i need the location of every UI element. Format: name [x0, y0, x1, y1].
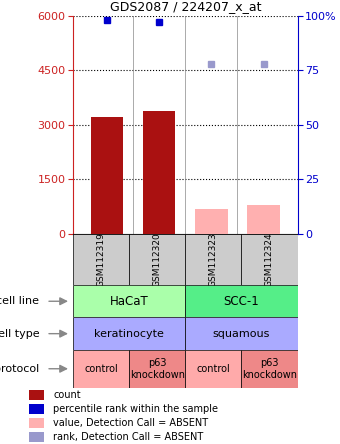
Bar	[248, 205, 280, 234]
Text: p63
knockdown: p63 knockdown	[130, 358, 185, 380]
Text: GSM112319: GSM112319	[97, 232, 106, 287]
Bar	[91, 118, 123, 234]
Bar	[185, 234, 241, 285]
Bar	[185, 317, 298, 350]
Bar	[73, 285, 185, 317]
Bar	[129, 234, 185, 285]
Bar	[29, 390, 44, 400]
Text: keratinocyte: keratinocyte	[94, 329, 164, 339]
Bar	[73, 350, 129, 388]
Text: control: control	[197, 364, 230, 374]
Text: percentile rank within the sample: percentile rank within the sample	[53, 404, 218, 414]
Text: GSM112320: GSM112320	[153, 232, 162, 287]
Bar	[241, 350, 298, 388]
Bar	[129, 350, 185, 388]
Text: rank, Detection Call = ABSENT: rank, Detection Call = ABSENT	[53, 432, 204, 442]
Text: protocol: protocol	[0, 364, 39, 374]
Bar	[195, 209, 227, 234]
Bar	[29, 418, 44, 428]
Text: count: count	[53, 390, 81, 400]
Text: value, Detection Call = ABSENT: value, Detection Call = ABSENT	[53, 418, 208, 428]
Text: p63
knockdown: p63 knockdown	[242, 358, 297, 380]
Text: GSM112324: GSM112324	[265, 232, 274, 287]
Bar	[185, 285, 298, 317]
Bar	[73, 317, 185, 350]
Text: GSM112323: GSM112323	[209, 232, 218, 287]
Text: HaCaT: HaCaT	[110, 295, 149, 308]
Bar	[241, 234, 298, 285]
Text: SCC-1: SCC-1	[223, 295, 259, 308]
Bar	[29, 404, 44, 414]
Bar	[185, 350, 241, 388]
Bar	[73, 234, 129, 285]
Text: squamous: squamous	[213, 329, 270, 339]
Text: cell line: cell line	[0, 296, 39, 306]
Text: control: control	[84, 364, 118, 374]
Bar	[143, 111, 175, 234]
Bar	[29, 432, 44, 442]
Text: cell type: cell type	[0, 329, 39, 339]
Title: GDS2087 / 224207_x_at: GDS2087 / 224207_x_at	[109, 0, 261, 13]
